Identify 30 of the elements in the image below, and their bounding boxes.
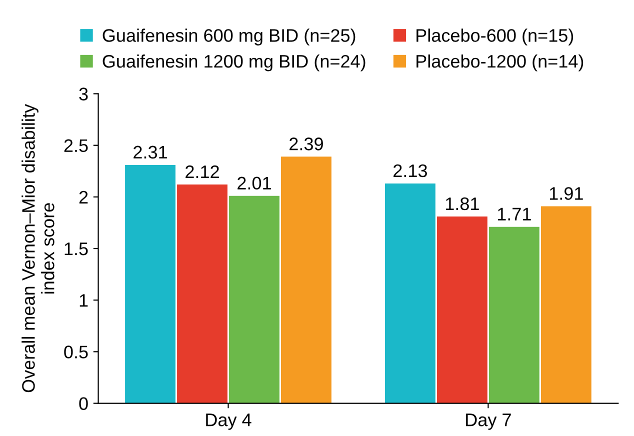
bar xyxy=(540,206,592,404)
data-label: 1.81 xyxy=(446,197,479,210)
bar xyxy=(281,156,332,404)
legend-label: Placebo-1200 (n=14) xyxy=(416,54,584,72)
y-tick-label: 2.5 xyxy=(64,139,88,152)
x-tick-label: Day 7 xyxy=(466,414,511,430)
bar xyxy=(125,164,176,404)
y-tick-label: 1 xyxy=(80,294,88,307)
data-label: 2.39 xyxy=(290,138,323,150)
y-tick-label: 0 xyxy=(79,397,88,410)
bar xyxy=(384,184,436,404)
legend-label: Guaifenesin 1200 mg BID (n=24) xyxy=(102,54,366,72)
bar xyxy=(488,226,540,404)
data-label: 2.31 xyxy=(134,146,167,159)
y-tick-label: 3 xyxy=(79,88,88,100)
y-axis-title: Overall mean Vernon–Mior disability index score xyxy=(22,104,54,392)
y-tick-label: 0.5 xyxy=(64,346,88,358)
x-tick-label: Day 4 xyxy=(206,414,252,430)
data-label: 2.12 xyxy=(186,165,219,178)
data-label: 2.01 xyxy=(238,176,271,190)
legend-label: Guaifenesin 600 mg BID (n=25) xyxy=(102,28,356,46)
bar xyxy=(436,216,488,404)
data-label: 2.13 xyxy=(394,164,427,178)
bar xyxy=(177,184,228,404)
bar xyxy=(229,196,280,404)
data-label: 1.91 xyxy=(550,187,583,200)
y-tick-label: 2 xyxy=(79,190,88,204)
legend-label: Placebo-600 (n=15) xyxy=(416,28,574,46)
data-label: 1.71 xyxy=(498,208,531,220)
y-tick-label: 1.5 xyxy=(64,242,88,256)
